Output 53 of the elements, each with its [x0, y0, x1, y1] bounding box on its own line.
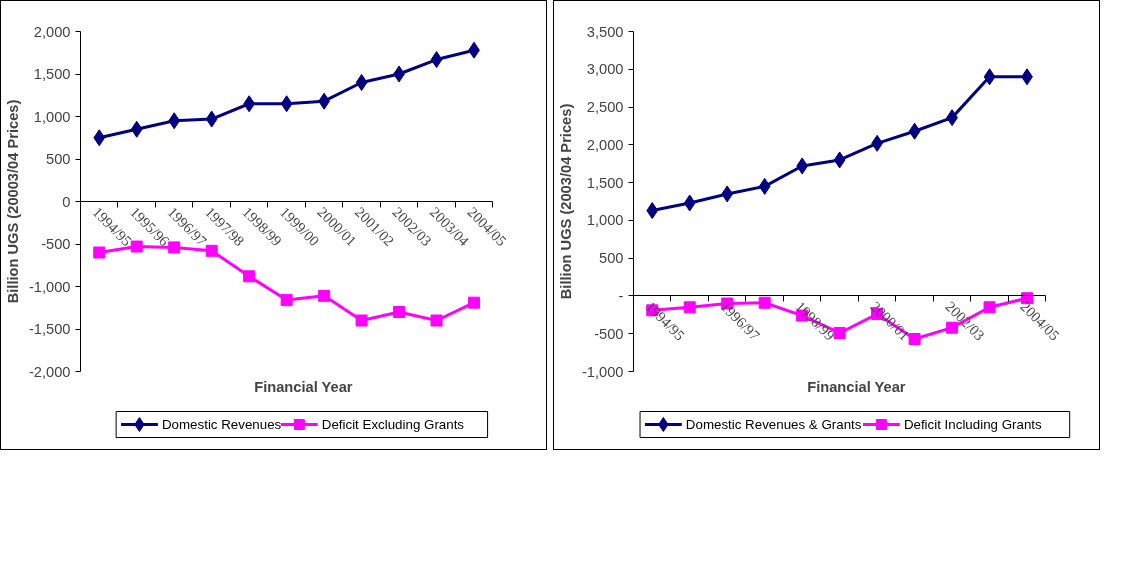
- y-tick-label: 3,000: [586, 61, 624, 78]
- y-tick-label: -1,000: [28, 278, 71, 295]
- point: [758, 296, 771, 309]
- point: [318, 289, 331, 302]
- y-tick-label: 0: [62, 193, 71, 210]
- y-tick-label: 1,000: [33, 108, 71, 125]
- point: [646, 202, 659, 220]
- point: [243, 270, 256, 283]
- point: [130, 120, 143, 138]
- point: [833, 326, 846, 339]
- y-tick-label: 1,000: [586, 212, 624, 229]
- point: [721, 185, 734, 203]
- y-tick-label: -2,000: [28, 363, 71, 380]
- y-tick-label: -500: [41, 236, 71, 252]
- legend-label: Deficit Including Grants: [903, 417, 1042, 432]
- legend-label: Domestic Revenues & Grants: [685, 417, 862, 432]
- point: [908, 122, 921, 140]
- legend-label: Domestic Revenues: [161, 417, 282, 432]
- point: [758, 177, 771, 195]
- point: [430, 51, 443, 69]
- y-tick-label: -1,000: [581, 363, 624, 380]
- point: [93, 129, 106, 147]
- point: [683, 194, 696, 212]
- y-axis-title: Billion UGS (2003/04 Prices): [557, 103, 574, 300]
- point: [168, 112, 181, 130]
- point: [983, 301, 996, 314]
- point: [355, 74, 368, 91]
- y-tick-label: 500: [599, 250, 624, 267]
- point: [430, 314, 443, 327]
- point: [983, 68, 996, 86]
- y-tick-label: 1,500: [33, 66, 71, 82]
- y-tick-label: -500: [594, 325, 624, 342]
- y-tick-label: 3,500: [586, 23, 624, 40]
- y-tick-label: 2,000: [586, 136, 624, 153]
- y-tick-label: -: [618, 287, 624, 304]
- point: [393, 306, 406, 318]
- point: [93, 246, 106, 259]
- x-axis-title: Financial Year: [807, 378, 906, 395]
- y-tick-label: 1,500: [586, 174, 624, 191]
- point: [280, 294, 293, 307]
- point: [908, 333, 921, 346]
- y-tick-label: 2,500: [586, 99, 624, 116]
- y-tick-label: -1,500: [28, 321, 71, 337]
- y-tick-label: 2,000: [33, 23, 71, 40]
- point: [355, 314, 368, 327]
- y-axis-title: Billion UGS (20003/04 Prices): [4, 99, 21, 304]
- point: [280, 95, 293, 113]
- x-axis-title: Financial Year: [254, 378, 353, 395]
- legend-label: Deficit Excluding Grants: [321, 417, 465, 432]
- point: [468, 296, 481, 309]
- point: [205, 110, 218, 128]
- y-tick-label: 500: [46, 151, 71, 167]
- point: [833, 151, 846, 169]
